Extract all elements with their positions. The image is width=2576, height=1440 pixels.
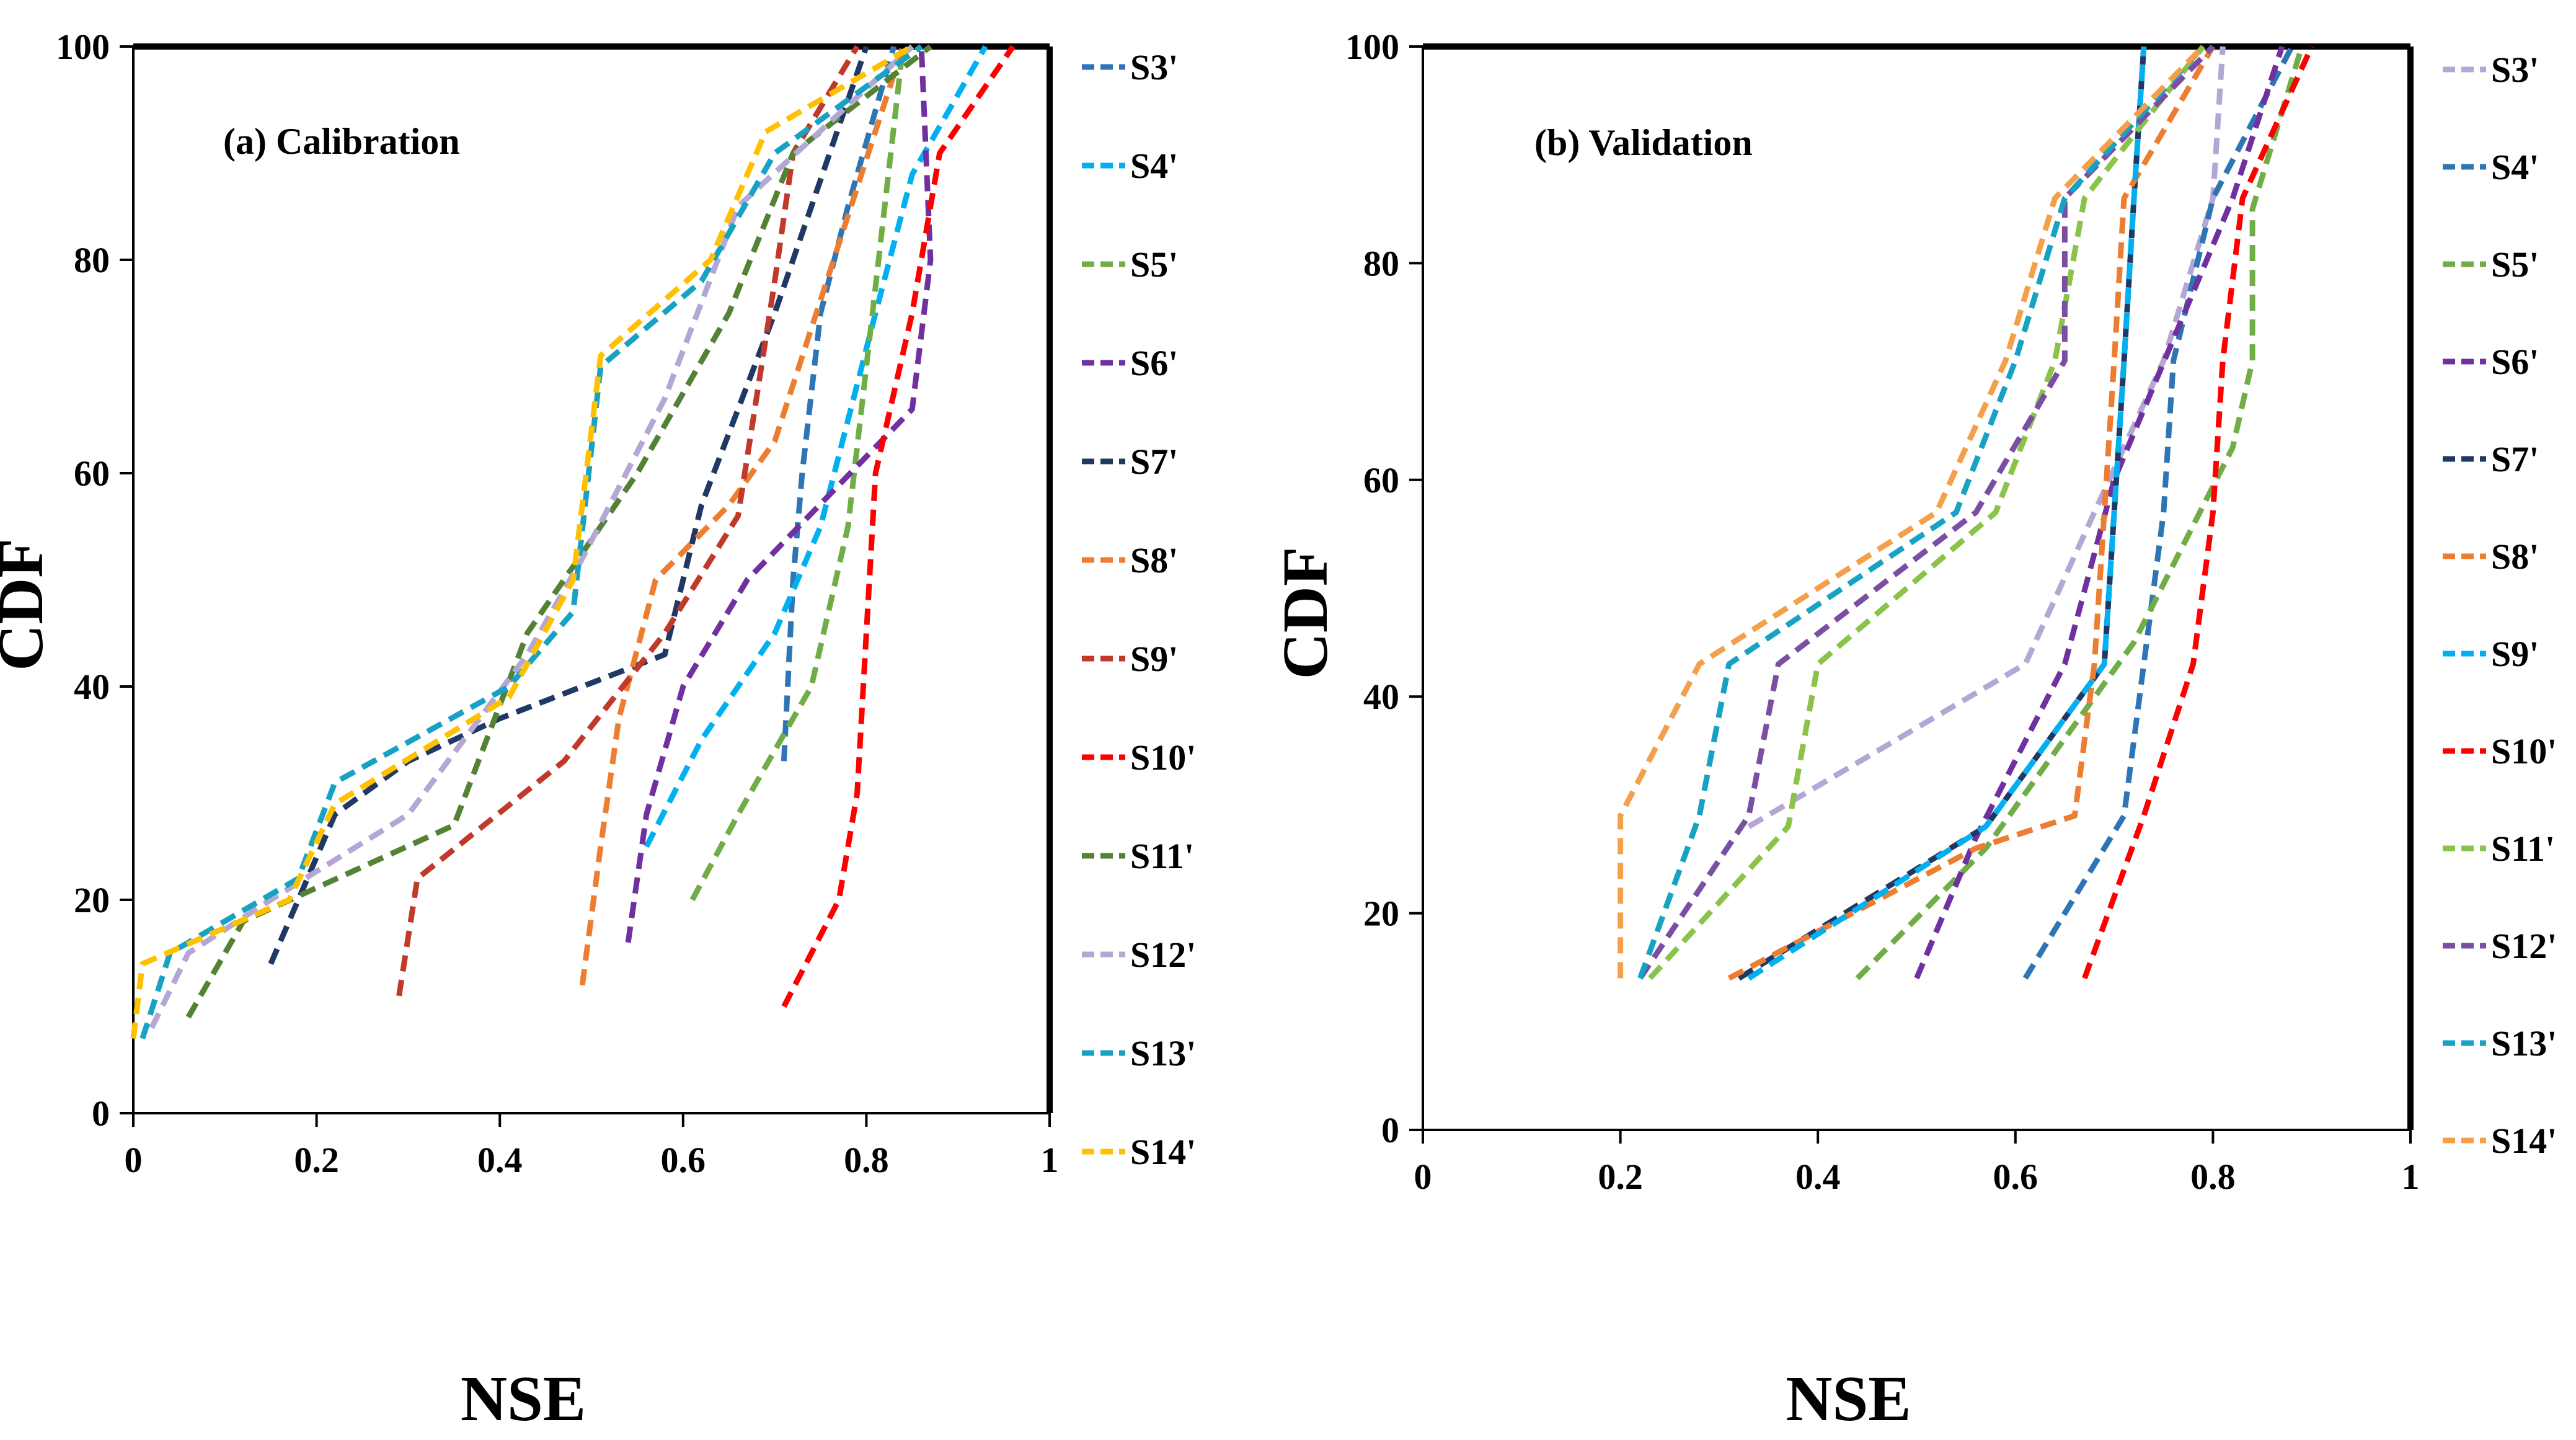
legend-entry-label: S12' xyxy=(1130,935,1196,975)
series-line-s14 xyxy=(1618,44,2205,979)
calibration-panel: 0 0.2 0.4 0.6 0.8 1 0 20 40 60 80 100 NSE CDF (a) Cali… xyxy=(0,27,1196,1434)
legend-entry-label: S3' xyxy=(1130,47,1178,87)
validation-panel-title: (b) Validation xyxy=(1534,122,1753,163)
legend-entry-label: S6' xyxy=(2491,342,2539,382)
legend-entry-label: S8' xyxy=(2491,536,2539,577)
legend-entry-label: S6' xyxy=(1130,343,1178,383)
y-tick-label: 80 xyxy=(74,240,110,280)
y-axis-title: CDF xyxy=(0,538,56,671)
legend-entry-label: S4' xyxy=(2491,147,2539,187)
x-tick-label: 0.6 xyxy=(661,1140,706,1180)
x-tick-label: 1 xyxy=(1041,1140,1059,1180)
series-line-s9 xyxy=(396,45,860,997)
series-line-s10 xyxy=(781,45,1016,1008)
legend-entry-label: S3' xyxy=(2491,50,2539,90)
x-tick-label: 0 xyxy=(1414,1157,1432,1197)
series-line-s9 xyxy=(1747,46,2147,981)
x-tick-label: 0.8 xyxy=(844,1140,889,1180)
series-line-s10 xyxy=(2082,45,2314,979)
x-tick-label: 0.2 xyxy=(1598,1157,1643,1197)
x-tick-label: 0 xyxy=(125,1140,143,1180)
y-tick-label: 0 xyxy=(92,1093,110,1134)
legend-entry-label: S4' xyxy=(1130,146,1178,186)
validation-panel: 0 0.2 0.4 0.6 0.8 1 0 20 40 60 80 100 NSE CDF (b) Vali… xyxy=(1270,27,2557,1434)
legend-entry-label: S10' xyxy=(2491,731,2557,771)
series-line-s14 xyxy=(130,44,914,1039)
series-line-s8 xyxy=(1727,45,2216,981)
legend-entry-label: S13' xyxy=(2491,1023,2557,1064)
legend-entry-label: S7' xyxy=(1130,442,1178,482)
x-tick-label: 0.4 xyxy=(477,1140,523,1180)
legend-entry-label: S9' xyxy=(1130,639,1178,679)
legend-entry-label: S5' xyxy=(2491,244,2539,285)
series-line-s8 xyxy=(579,45,906,986)
series-line-s3 xyxy=(1747,46,2226,829)
series-line-s6 xyxy=(1914,45,2285,980)
legend-entry-label: S11' xyxy=(1130,836,1194,876)
series-line-s5 xyxy=(1855,45,2305,980)
legend-entry-label: S11' xyxy=(2491,829,2555,869)
series-line-s13 xyxy=(139,44,923,1039)
legend-entry-label: S10' xyxy=(1130,737,1196,778)
series-line-s6 xyxy=(625,46,934,943)
x-axis-title: NSE xyxy=(1786,1363,1911,1434)
x-tick-label: 0.2 xyxy=(294,1140,339,1180)
x-tick-label: 0.6 xyxy=(1993,1157,2038,1197)
y-tick-label: 40 xyxy=(74,667,110,707)
x-axis-title: NSE xyxy=(461,1363,586,1434)
calibration-panel-title: (a) Calibration xyxy=(223,121,460,162)
x-tick-label: 0.8 xyxy=(2190,1157,2236,1197)
legend-entry-label: S7' xyxy=(2491,439,2539,479)
legend-entry-label: S14' xyxy=(1130,1132,1196,1172)
y-tick-label: 60 xyxy=(74,453,110,494)
legend-entry-label: S8' xyxy=(1130,540,1178,580)
legend-entry-label: S14' xyxy=(2491,1121,2557,1161)
series-line-s13 xyxy=(1637,44,2205,979)
series-line-s12 xyxy=(1637,44,2215,980)
series-line-s5 xyxy=(689,46,906,902)
series-line-s4 xyxy=(644,45,988,848)
y-tick-label: 60 xyxy=(1363,460,1399,500)
y-tick-label: 100 xyxy=(1345,27,1399,67)
y-tick-label: 40 xyxy=(1363,677,1399,717)
y-tick-label: 20 xyxy=(74,880,110,920)
legend-entry-label: S9' xyxy=(2491,634,2539,674)
legend-entry-label: S12' xyxy=(2491,926,2557,966)
y-tick-label: 100 xyxy=(56,27,110,67)
series-line-s12 xyxy=(149,44,914,1029)
y-tick-label: 20 xyxy=(1363,894,1399,934)
y-axis-title: CDF xyxy=(1270,547,1341,680)
series-line-s3 xyxy=(781,45,897,762)
y-tick-label: 0 xyxy=(1381,1110,1399,1150)
legend-entry-label: S5' xyxy=(1130,244,1178,285)
series-line-s11 xyxy=(1648,45,2206,980)
x-tick-label: 1 xyxy=(2402,1157,2420,1197)
x-tick-label: 0.4 xyxy=(1795,1157,1841,1197)
legend-entry-label: S13' xyxy=(1130,1033,1196,1073)
y-tick-label: 80 xyxy=(1363,243,1399,283)
